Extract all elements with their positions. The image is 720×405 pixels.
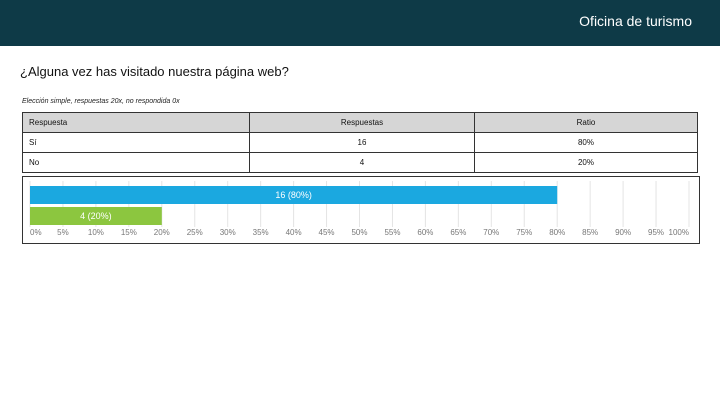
results-bar-chart: 0% 5% 10% 15% 20% 25% 30% 35% 40% 45% 50% 55% 60% 65%… xyxy=(22,176,700,244)
x-tick-label: 5% xyxy=(57,228,69,237)
bar-1 xyxy=(30,207,162,225)
x-tick-label: 65% xyxy=(450,228,466,237)
ratio-cell: 20% xyxy=(474,152,698,173)
column-header-ratio: Ratio xyxy=(474,112,698,133)
header-bar: Oficina de turismo xyxy=(0,0,720,46)
bar-chart-svg: 0% 5% 10% 15% 20% 25% 30% 35% 40% 45% 50% 55% 60% 65%… xyxy=(29,181,690,237)
x-tick-label: 50% xyxy=(351,228,367,237)
x-tick-label: 30% xyxy=(220,228,236,237)
count-cell: 16 xyxy=(249,132,475,153)
table-row: No 4 20% xyxy=(22,152,698,173)
x-tick-label: 45% xyxy=(319,228,335,237)
x-tick-label: 100% xyxy=(669,228,689,237)
x-tick-label: 80% xyxy=(549,228,565,237)
x-tick-label: 25% xyxy=(187,228,203,237)
x-tick-label: 0% xyxy=(30,228,42,237)
x-tick-label: 75% xyxy=(516,228,532,237)
results-table: Respuesta Respuestas Ratio Sí 16 80% No … xyxy=(22,112,698,173)
response-summary: Elección simple, respuestas 20x, no resp… xyxy=(22,98,180,105)
answer-cell: Sí xyxy=(22,132,250,153)
column-header-answer: Respuesta xyxy=(22,112,250,133)
bar-0 xyxy=(30,186,558,204)
header-title: Oficina de turismo xyxy=(579,13,692,29)
question-title: ¿Alguna vez has visitado nuestra página … xyxy=(20,64,289,79)
table-row: Sí 16 80% xyxy=(22,132,698,153)
x-tick-label: 90% xyxy=(615,228,631,237)
x-tick-label: 10% xyxy=(88,228,104,237)
column-header-responses: Respuestas xyxy=(249,112,475,133)
x-tick-label: 40% xyxy=(286,228,302,237)
bar-label: 4 (20%) xyxy=(80,211,112,221)
answer-cell: No xyxy=(22,152,250,173)
x-tick-label: 35% xyxy=(253,228,269,237)
count-cell: 4 xyxy=(249,152,475,173)
x-tick-label: 60% xyxy=(417,228,433,237)
x-tick-label: 95% xyxy=(648,228,664,237)
x-tick-label: 15% xyxy=(121,228,137,237)
ratio-cell: 80% xyxy=(474,132,698,153)
table-header-row: Respuesta Respuestas Ratio xyxy=(22,112,698,133)
x-tick-label: 85% xyxy=(582,228,598,237)
x-tick-label: 70% xyxy=(483,228,499,237)
bar-label: 16 (80%) xyxy=(275,190,312,200)
x-tick-label: 55% xyxy=(384,228,400,237)
x-tick-label: 20% xyxy=(154,228,170,237)
